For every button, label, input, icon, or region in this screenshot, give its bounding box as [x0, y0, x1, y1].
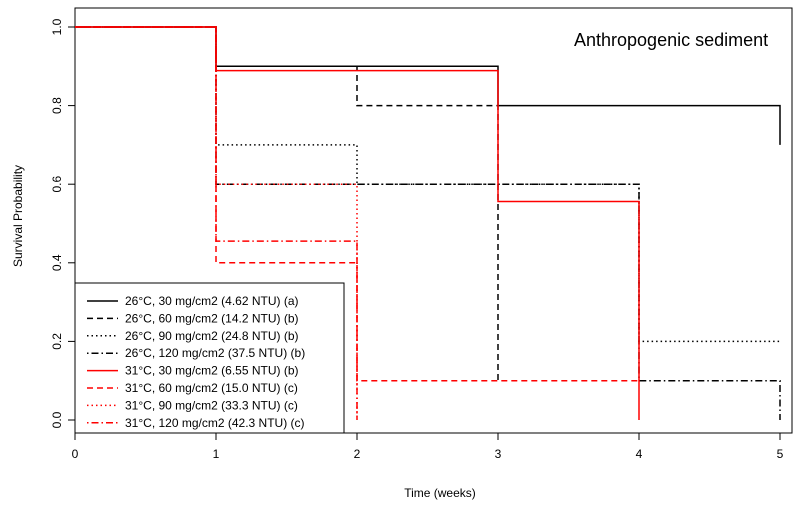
- x-tick-label: 3: [495, 447, 502, 461]
- y-axis-title: Survival Probability: [11, 165, 25, 267]
- legend-label: 31°C, 60 mg/cm2 (15.0 NTU) (c): [125, 381, 298, 395]
- y-tick-label: 0.8: [50, 97, 64, 114]
- axes-layer: 0 1 2 3 4 5 0.0 0.2 0.4 0.6 0.8 1.0: [50, 18, 783, 461]
- series-line-3: [75, 26, 780, 343]
- y-tick-label: 0.6: [50, 176, 64, 193]
- legend-label: 26°C, 60 mg/cm2 (14.2 NTU) (b): [125, 311, 299, 325]
- x-tick-label: 4: [636, 447, 643, 461]
- x-tick-label: 5: [777, 447, 784, 461]
- x-tick-label: 1: [213, 447, 220, 461]
- y-tick-label: 0.4: [50, 254, 64, 271]
- legend-label: 26°C, 90 mg/cm2 (24.8 NTU) (b): [125, 329, 299, 343]
- series-line-8: [75, 26, 358, 420]
- x-tick-label: 2: [354, 447, 361, 461]
- x-axis-title: Time (weeks): [404, 486, 476, 500]
- y-tick-label: 0.2: [50, 333, 64, 350]
- series-layer: [75, 26, 781, 420]
- x-tick-label: 0: [72, 447, 79, 461]
- legend-label: 31°C, 90 mg/cm2 (33.3 NTU) (c): [125, 398, 298, 412]
- legend-label: 26°C, 30 mg/cm2 (4.62 NTU) (a): [125, 294, 299, 308]
- legend-box: [74, 282, 345, 434]
- legend-label: 31°C, 30 mg/cm2 (6.55 NTU) (b): [125, 364, 299, 378]
- y-tick-label: 1.0: [50, 18, 64, 35]
- chart-title: Anthropogenic sediment: [574, 30, 768, 50]
- series-line-6: [75, 26, 639, 382]
- plot-border: [74, 7, 793, 434]
- y-tick-label: 0.0: [50, 411, 64, 428]
- legend-label: 31°C, 120 mg/cm2 (42.3 NTU) (c): [125, 416, 305, 430]
- legend: 26°C, 30 mg/cm2 (4.62 NTU) (a) 26°C, 60 m…: [74, 282, 345, 434]
- legend-label: 26°C, 120 mg/cm2 (37.5 NTU) (b): [125, 346, 305, 360]
- plot-frame: [74, 7, 793, 434]
